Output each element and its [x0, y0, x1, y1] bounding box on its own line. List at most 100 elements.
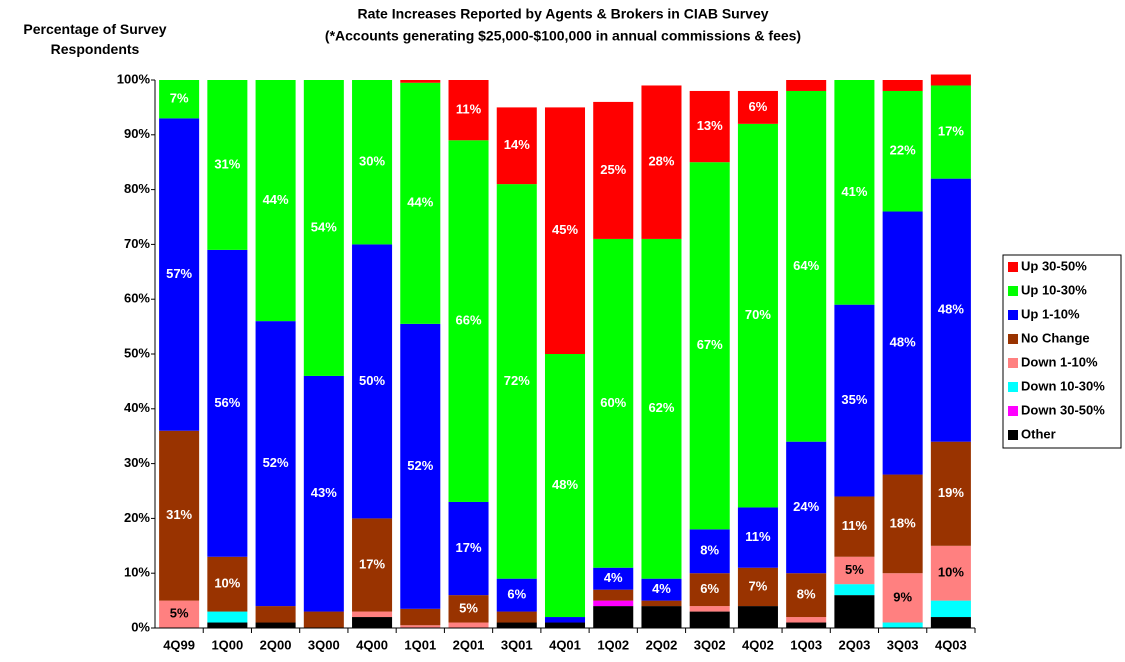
data-label: 5% — [459, 600, 478, 615]
bar-segment — [882, 211, 923, 475]
legend-label: Other — [1021, 426, 1056, 441]
x-tick-label: 3Q00 — [308, 637, 340, 652]
data-label: 11% — [456, 102, 482, 117]
legend-box — [1002, 254, 1122, 449]
legend-label: Down 10-30% — [1021, 378, 1105, 393]
y-tick-label: 10% — [124, 565, 150, 580]
data-label: 48% — [552, 477, 578, 492]
x-tick-label: 1Q01 — [404, 637, 436, 652]
legend-swatch — [1008, 430, 1018, 440]
bar-segment — [786, 622, 827, 628]
y-tick-label: 80% — [124, 181, 150, 196]
bar-segment — [737, 507, 778, 568]
bar-segment — [496, 622, 537, 628]
bar-segment — [593, 101, 634, 239]
x-tick-label: 4Q99 — [163, 637, 195, 652]
bar-segment — [255, 606, 296, 623]
bar-segment — [400, 323, 441, 609]
data-label: 50% — [359, 373, 385, 388]
data-label: 6% — [507, 587, 526, 602]
bar-segment — [303, 611, 344, 628]
data-label: 8% — [797, 587, 816, 602]
bar-segment — [400, 80, 441, 83]
bar-segment — [593, 589, 634, 601]
bar-segment — [159, 600, 200, 628]
data-label: 43% — [311, 485, 337, 500]
data-label: 8% — [700, 543, 719, 558]
x-tick-label: 2Q01 — [453, 637, 485, 652]
y-tick-label: 40% — [124, 400, 150, 415]
data-label: 54% — [311, 219, 337, 234]
bar-segment — [496, 184, 537, 579]
bar-segment — [641, 238, 682, 579]
bar-segment — [882, 90, 923, 212]
bar-segment — [448, 140, 489, 502]
data-label: 52% — [263, 455, 289, 470]
bar-segment — [255, 80, 296, 322]
data-label: 19% — [938, 485, 964, 500]
data-label: 11% — [745, 529, 771, 544]
data-label: 5% — [845, 562, 864, 577]
data-label: 17% — [938, 123, 964, 138]
bar-segment — [159, 430, 200, 601]
bar-segment — [689, 162, 730, 530]
x-tick-label: 4Q03 — [935, 637, 967, 652]
x-tick-label: 3Q01 — [501, 637, 533, 652]
bar-segment — [882, 80, 923, 91]
bar-segment — [930, 545, 971, 601]
bar-segment — [834, 80, 875, 305]
bar-segment — [689, 90, 730, 163]
x-tick-label: 2Q00 — [260, 637, 292, 652]
chart-subtitle: (*Accounts generating $25,000-$100,000 i… — [325, 28, 801, 44]
y-tick-label: 60% — [124, 291, 150, 306]
bar-segment — [689, 529, 730, 574]
bar-segment — [593, 600, 634, 607]
legend-swatch — [1008, 262, 1018, 272]
bar-segment — [255, 622, 296, 628]
x-tick-label: 3Q03 — [887, 637, 919, 652]
bar-segment — [544, 354, 586, 618]
bar-segment — [689, 606, 730, 612]
bar-segment — [593, 606, 634, 628]
y-tick-label: 50% — [124, 345, 150, 360]
data-label: 70% — [745, 307, 771, 322]
data-label: 13% — [697, 118, 723, 133]
bar-segment — [786, 441, 827, 574]
legend-swatch — [1008, 286, 1018, 296]
y-tick-label: 70% — [124, 236, 150, 251]
bar-segment — [207, 611, 248, 623]
bar-segment — [159, 118, 200, 431]
bar-segment — [352, 518, 393, 612]
x-tick-label: 4Q01 — [549, 637, 581, 652]
data-label: 25% — [600, 162, 626, 177]
data-label: 22% — [890, 143, 916, 158]
data-label: 9% — [893, 589, 912, 604]
data-label: 14% — [504, 137, 530, 152]
bar-segment — [737, 606, 778, 628]
data-label: 66% — [456, 313, 482, 328]
bar-segment — [207, 556, 248, 612]
data-label: 60% — [600, 395, 626, 410]
bar-segment — [400, 82, 441, 324]
bar-segment — [496, 107, 537, 185]
x-tick-label: 2Q02 — [646, 637, 678, 652]
legend-swatch — [1008, 406, 1018, 416]
x-tick-label: 4Q02 — [742, 637, 774, 652]
data-label: 62% — [648, 400, 674, 415]
y-tick-label: 20% — [124, 510, 150, 525]
data-label: 35% — [841, 392, 867, 407]
data-label: 57% — [166, 266, 192, 281]
data-label: 11% — [842, 518, 868, 533]
bar-segment — [496, 578, 537, 612]
y-tick-label: 90% — [124, 126, 150, 141]
bar-segment — [786, 80, 827, 91]
data-label: 41% — [841, 184, 867, 199]
legend-swatch — [1008, 310, 1018, 320]
bar-segment — [689, 611, 730, 628]
bar-segment — [207, 80, 248, 250]
data-label: 31% — [214, 156, 240, 171]
legend-label: Down 1-10% — [1021, 354, 1098, 369]
bar-segment — [834, 584, 875, 596]
data-label: 17% — [456, 540, 482, 555]
